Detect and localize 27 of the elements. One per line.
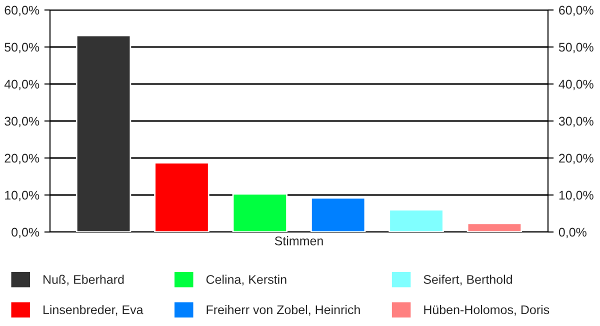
y-tick-label: 10,0%: [5, 190, 40, 202]
y-tick-label: 40,0%: [4, 80, 40, 90]
text: 60,0%: [559, 6, 594, 16]
legend-label: Nuß, Eberhard: [44, 274, 124, 286]
legend-label: Seifert, Berthold: [424, 274, 512, 286]
bar: [154, 162, 210, 232]
x-tick-label: Stimmen: [274, 236, 323, 246]
y-tick-label: 60,0%: [4, 6, 40, 16]
y-tick-label: 50,0%: [4, 42, 40, 54]
text: 0,0%: [558, 228, 586, 238]
bar: [310, 197, 366, 232]
y-tick-label: 20,0%: [4, 154, 40, 164]
y-tick-label: 0,0%: [12, 228, 40, 238]
text: 50,0%: [558, 42, 594, 54]
bar: [76, 34, 132, 232]
text: 40,0%: [558, 80, 594, 90]
bar: [388, 209, 444, 232]
legend-label: Linsenbreder, Eva: [44, 304, 144, 316]
y-tick-label: 30,0%: [4, 116, 40, 128]
bar: [232, 193, 288, 232]
text: 10,0%: [559, 190, 594, 202]
legend-label: Freiherr von Zobel, Heinrich: [206, 304, 360, 316]
text: 20,0%: [559, 154, 594, 164]
bar: [466, 222, 522, 232]
legend-label: Hüben-Holomos, Doris: [424, 304, 550, 316]
text: 30,0%: [558, 116, 594, 128]
legend-label: Celina, Kerstin: [206, 274, 286, 286]
